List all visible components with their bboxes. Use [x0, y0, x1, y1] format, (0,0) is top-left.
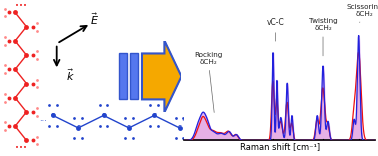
FancyBboxPatch shape	[119, 54, 127, 99]
Text: $\vec{k}$: $\vec{k}$	[65, 67, 74, 83]
Text: Scissoring
δCH₂: Scissoring δCH₂	[346, 4, 378, 22]
Text: C: C	[76, 125, 80, 130]
Text: ···: ···	[181, 117, 189, 126]
FancyBboxPatch shape	[130, 54, 138, 99]
Text: C: C	[152, 113, 156, 118]
Polygon shape	[142, 41, 181, 112]
Text: Rocking
δCH₂: Rocking δCH₂	[194, 52, 222, 112]
Text: C: C	[127, 125, 131, 130]
Text: C: C	[178, 125, 181, 130]
Text: •••: •••	[15, 145, 27, 151]
Text: ···: ···	[40, 117, 47, 126]
X-axis label: Raman shift [cm⁻¹]: Raman shift [cm⁻¹]	[240, 142, 320, 151]
Text: C: C	[102, 113, 105, 118]
Text: C: C	[51, 113, 55, 118]
Text: $\vec{E}$: $\vec{E}$	[90, 11, 99, 27]
Text: Twisting
δCH₂: Twisting δCH₂	[309, 18, 338, 56]
Text: •••: •••	[15, 3, 27, 9]
Text: vC-C: vC-C	[267, 18, 285, 41]
